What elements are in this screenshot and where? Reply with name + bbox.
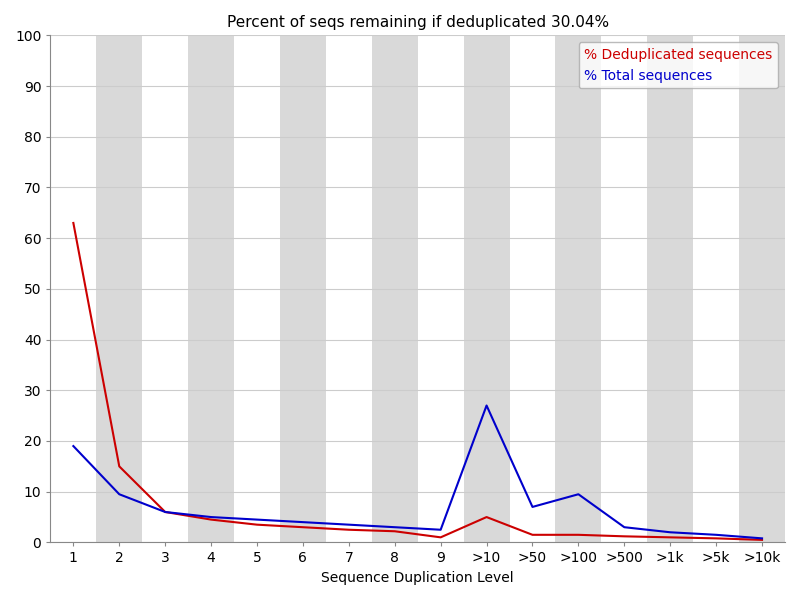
- Bar: [96, 35, 142, 542]
- Bar: [602, 35, 647, 542]
- Bar: [464, 35, 510, 542]
- Bar: [555, 35, 602, 542]
- Bar: [372, 35, 418, 542]
- Bar: [693, 35, 739, 542]
- Bar: [418, 35, 464, 542]
- Bar: [188, 35, 234, 542]
- Bar: [326, 35, 372, 542]
- Bar: [510, 35, 555, 542]
- Bar: [142, 35, 188, 542]
- Bar: [50, 35, 96, 542]
- Legend: % Deduplicated sequences, % Total sequences: % Deduplicated sequences, % Total sequen…: [578, 42, 778, 88]
- Title: Percent of seqs remaining if deduplicated 30.04%: Percent of seqs remaining if deduplicate…: [226, 15, 609, 30]
- X-axis label: Sequence Duplication Level: Sequence Duplication Level: [322, 571, 514, 585]
- Bar: [647, 35, 693, 542]
- Bar: [739, 35, 785, 542]
- Bar: [280, 35, 326, 542]
- Bar: [234, 35, 280, 542]
